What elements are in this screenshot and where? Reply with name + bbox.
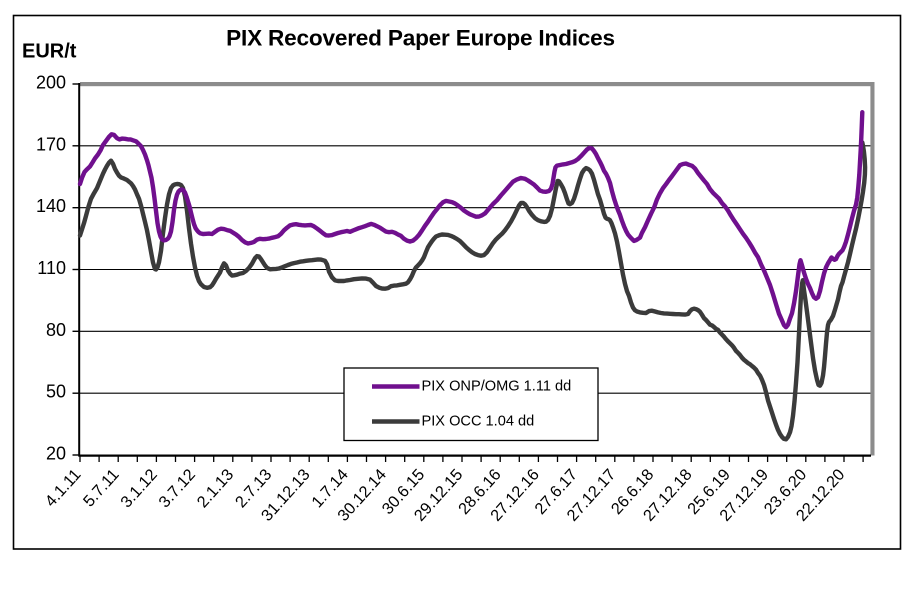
svg-text:80: 80 xyxy=(46,320,66,340)
svg-text:200: 200 xyxy=(36,73,66,93)
svg-text:50: 50 xyxy=(46,382,66,402)
svg-text:140: 140 xyxy=(36,196,66,216)
svg-text:170: 170 xyxy=(36,134,66,154)
svg-text:20: 20 xyxy=(46,444,66,464)
svg-text:EUR/t: EUR/t xyxy=(22,41,77,63)
svg-text:PIX ONP/OMG 1.11 dd: PIX ONP/OMG 1.11 dd xyxy=(422,379,572,395)
svg-text:110: 110 xyxy=(37,258,66,278)
svg-text:PIX Recovered Paper Europe Ind: PIX Recovered Paper Europe Indices xyxy=(226,26,615,51)
svg-text:PIX OCC 1.04 dd: PIX OCC 1.04 dd xyxy=(422,414,535,430)
